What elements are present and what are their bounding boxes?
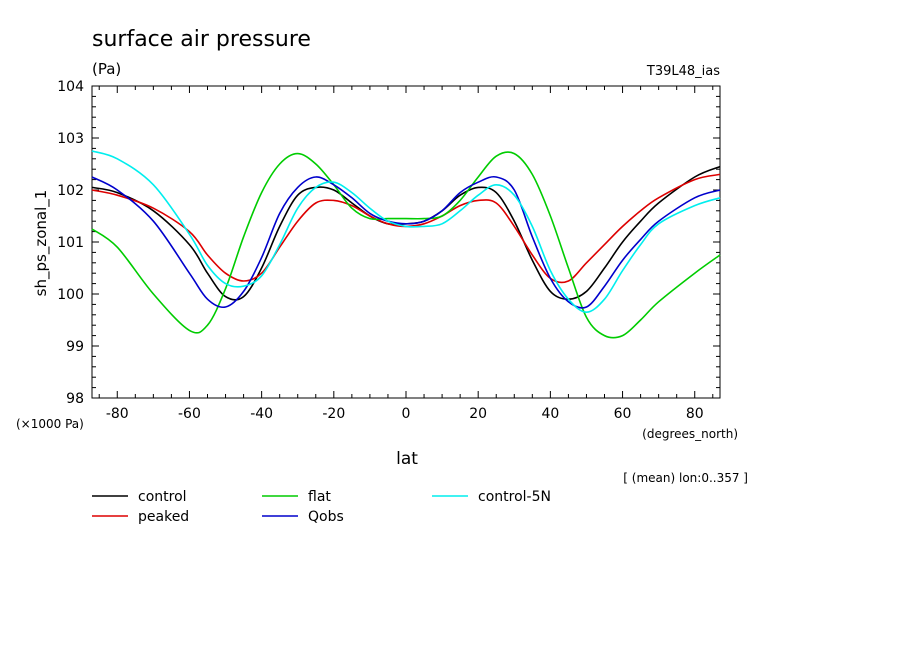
x-tick-label: -40 bbox=[250, 406, 273, 422]
axis-ticks: -80 -60 -40 -20 0 20 40 60 80 98 99 100 101 102 103 104 bbox=[57, 79, 720, 422]
series-line-flat bbox=[91, 151, 721, 339]
x-tick-label: 60 bbox=[614, 406, 632, 422]
y-tick-label: 104 bbox=[57, 79, 84, 95]
y-tick-label: 98 bbox=[66, 391, 84, 407]
series-line-control-5n bbox=[91, 150, 721, 314]
legend-label-flat: flat bbox=[308, 489, 331, 505]
x-tick-label: 0 bbox=[402, 406, 411, 422]
series-line-control bbox=[91, 165, 721, 301]
x-tick-label: 80 bbox=[686, 406, 704, 422]
y-tick-label: 101 bbox=[57, 235, 84, 251]
x-axis-label: lat bbox=[396, 449, 418, 469]
series-line-peaked bbox=[91, 173, 721, 284]
x-tick-label: 20 bbox=[469, 406, 487, 422]
y-tick-label: 103 bbox=[57, 131, 84, 147]
y-axis-label: sh_ps_zonal_1 bbox=[32, 190, 51, 297]
series-line-qobs bbox=[91, 175, 721, 309]
chart-title: surface air pressure bbox=[92, 27, 311, 52]
x-tick-label: -80 bbox=[106, 406, 129, 422]
x-units-label: (degrees_north) bbox=[642, 427, 738, 441]
y-tick-label: 102 bbox=[57, 183, 84, 199]
x-tick-label: 40 bbox=[541, 406, 559, 422]
y-tick-label: 100 bbox=[57, 287, 84, 303]
run-label: T39L48_ias bbox=[646, 64, 720, 79]
legend-label-qobs: Qobs bbox=[308, 509, 344, 525]
y-scale-note: (×1000 Pa) bbox=[16, 417, 84, 431]
units-label: (Pa) bbox=[92, 60, 121, 78]
series-lines bbox=[91, 150, 721, 339]
y-tick-label: 99 bbox=[66, 339, 84, 355]
mean-note: [ (mean) lon:0..357 ] bbox=[623, 471, 748, 485]
x-tick-label: -60 bbox=[178, 406, 201, 422]
legend-label-peaked: peaked bbox=[138, 509, 189, 525]
legend-label-control-5n: control-5N bbox=[478, 489, 551, 505]
x-tick-label: -20 bbox=[322, 406, 345, 422]
legend: control peaked flat Qobs control-5N bbox=[92, 489, 551, 525]
legend-label-control: control bbox=[138, 489, 187, 505]
